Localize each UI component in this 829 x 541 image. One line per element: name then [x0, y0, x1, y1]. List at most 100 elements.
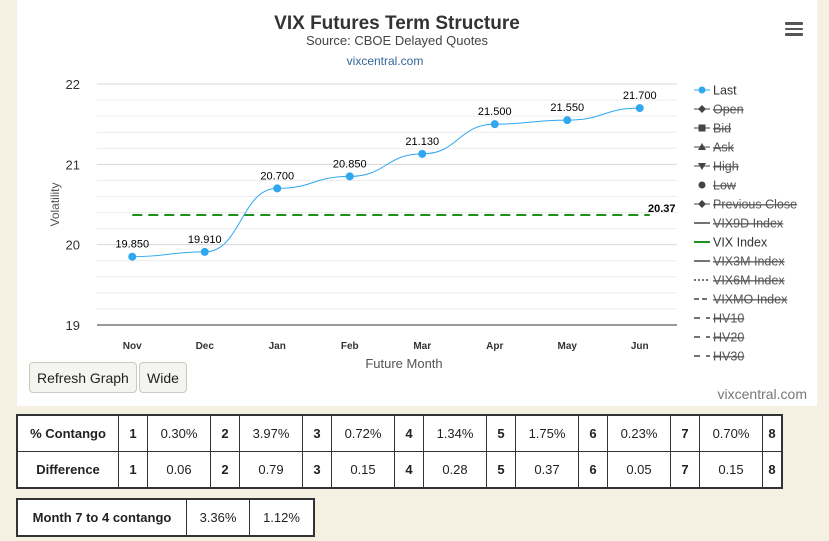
- legend-item-label[interactable]: VIXMO Index: [713, 293, 788, 307]
- value-cell: 0.05: [607, 451, 671, 488]
- value-cell: 0.79: [239, 451, 303, 488]
- legend-item-label[interactable]: VIX3M Index: [713, 255, 785, 269]
- legend-item-label[interactable]: High: [713, 160, 739, 174]
- hamburger-menu-icon[interactable]: [785, 22, 803, 36]
- refresh-graph-button[interactable]: Refresh Graph: [29, 362, 137, 393]
- month-index-cell: 6: [578, 415, 608, 452]
- last-data-label: 21.700: [623, 90, 657, 102]
- legend-item-label[interactable]: VIX Index: [713, 236, 768, 250]
- value-cell: 0.70%: [699, 415, 763, 452]
- legend-item-label[interactable]: Open: [713, 103, 744, 117]
- legend-item-label[interactable]: HV30: [713, 350, 744, 364]
- legend-item-label[interactable]: HV20: [713, 331, 744, 345]
- month-index-cell: 1: [118, 451, 148, 488]
- last-data-label: 21.130: [405, 136, 439, 148]
- month-index-cell: 6: [578, 451, 608, 488]
- contango-table: % Contango 1 0.30% 2 3.97% 3 0.72% 4 1.34% 5 1.75%…: [16, 414, 783, 489]
- value-cell: 0.15: [331, 451, 395, 488]
- legend-item-label[interactable]: Low: [713, 179, 737, 193]
- month-contango-value-2: 1.12%: [249, 499, 314, 536]
- chart-source-link: vixcentral.com: [347, 54, 424, 68]
- month-index-cell: 2: [210, 451, 240, 488]
- wide-button[interactable]: Wide: [139, 362, 187, 393]
- x-tick-label: Jan: [269, 341, 286, 352]
- month-index-cell: 4: [394, 451, 424, 488]
- month-contango-label: Month 7 to 4 contango: [17, 499, 187, 536]
- last-series-line: [132, 107, 640, 258]
- y-tick-label: 21: [66, 157, 80, 172]
- row-header: % Contango: [17, 415, 119, 452]
- value-cell: 0.30%: [147, 415, 211, 452]
- legend-item-label[interactable]: Last: [713, 84, 737, 98]
- legend-symbol: [698, 105, 706, 113]
- month-index-cell: 4: [394, 415, 424, 452]
- last-data-point: [635, 104, 644, 113]
- last-data-label: 21.550: [550, 102, 584, 114]
- x-axis-label: Future Month: [365, 356, 442, 371]
- x-tick-label: Mar: [413, 341, 431, 352]
- table-row: % Contango 1 0.30% 2 3.97% 3 0.72% 4 1.34% 5 1.75%…: [17, 415, 782, 452]
- legend-item-label[interactable]: Bid: [713, 122, 731, 136]
- month-index-cell: 5: [486, 451, 516, 488]
- last-data-label: 20.700: [260, 170, 294, 182]
- last-data-point: [563, 116, 572, 125]
- credit-link[interactable]: vixcentral.com: [717, 386, 807, 402]
- legend-item-label[interactable]: Ask: [713, 141, 735, 155]
- y-tick-label: 19: [66, 318, 80, 333]
- month-index-cell: 5: [486, 415, 516, 452]
- value-cell: 1.34%: [423, 415, 487, 452]
- month-contango-table: Month 7 to 4 contango 3.36% 1.12%: [16, 498, 315, 537]
- x-tick-label: Apr: [486, 341, 503, 352]
- value-cell: 0.06: [147, 451, 211, 488]
- last-data-point: [200, 247, 209, 256]
- legend-symbol: [698, 181, 706, 189]
- legend-item-label[interactable]: VIX9D Index: [713, 217, 784, 231]
- last-data-label: 19.850: [115, 239, 149, 251]
- x-tick-label: Feb: [341, 341, 359, 352]
- legend-symbol: [698, 86, 706, 94]
- month-index-cell: 3: [302, 451, 332, 488]
- month-index-cell: 2: [210, 415, 240, 452]
- value-cell: 0.15: [699, 451, 763, 488]
- x-tick-label: May: [558, 341, 578, 352]
- x-tick-label: Dec: [196, 341, 215, 352]
- value-cell: 0.23%: [607, 415, 671, 452]
- chart-subtitle: Source: CBOE Delayed Quotes: [306, 33, 489, 48]
- x-tick-label: Jun: [631, 341, 649, 352]
- legend-symbol: [698, 143, 706, 150]
- month-index-cell: 8: [762, 415, 782, 452]
- last-data-point: [345, 172, 354, 181]
- y-axis-label: Volatility: [48, 182, 62, 226]
- last-data-point: [273, 184, 282, 193]
- table-row: Month 7 to 4 contango 3.36% 1.12%: [17, 499, 314, 536]
- value-cell: 3.97%: [239, 415, 303, 452]
- table-row: Difference 1 0.06 2 0.79 3 0.15 4 0.28 5 0.37 6 0.05…: [17, 451, 782, 488]
- vix-index-label: 20.37: [648, 203, 676, 215]
- legend-item-label[interactable]: VIX6M Index: [713, 274, 785, 288]
- month-index-cell: 1: [118, 415, 148, 452]
- legend-item-label[interactable]: HV10: [713, 312, 744, 326]
- value-cell: 0.28: [423, 451, 487, 488]
- last-data-point: [418, 149, 427, 158]
- month-index-cell: 7: [670, 415, 700, 452]
- month-contango-value-1: 3.36%: [186, 499, 250, 536]
- last-data-point: [490, 120, 499, 129]
- legend-item-label[interactable]: Previous Close: [713, 198, 797, 212]
- x-tick-label: Nov: [123, 341, 142, 352]
- month-index-cell: 7: [670, 451, 700, 488]
- chart-title: VIX Futures Term Structure: [274, 13, 520, 34]
- last-data-label: 21.500: [478, 106, 512, 118]
- value-cell: 0.72%: [331, 415, 395, 452]
- legend-symbol: [698, 200, 706, 208]
- legend-symbol: [698, 124, 706, 132]
- month-index-cell: 3: [302, 415, 332, 452]
- row-header: Difference: [17, 451, 119, 488]
- last-data-label: 19.910: [188, 234, 222, 246]
- legend-symbol: [698, 163, 706, 170]
- month-index-cell: 8: [762, 451, 782, 488]
- chart-panel: VIX Futures Term Structure Source: CBOE D…: [17, 0, 817, 406]
- y-tick-label: 22: [66, 77, 80, 92]
- value-cell: 0.37: [515, 451, 579, 488]
- last-data-label: 20.850: [333, 158, 367, 170]
